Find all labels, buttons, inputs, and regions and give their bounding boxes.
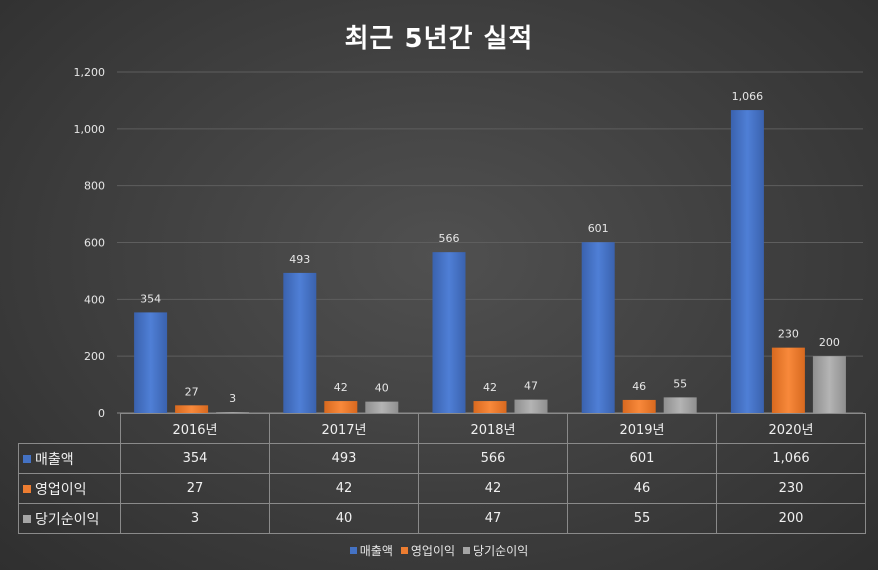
data-label: 55 (673, 377, 687, 390)
data-label: 3 (229, 392, 236, 405)
table-cell: 42 (418, 473, 568, 504)
legend: 매출액 영업이익 당기순이익 (0, 542, 878, 559)
legend-item: 영업이익 (400, 542, 455, 559)
data-label: 601 (588, 222, 609, 235)
data-label: 46 (632, 380, 646, 393)
y-tick-label: 800 (84, 180, 105, 193)
bar-operating-profit (771, 347, 805, 413)
legend-swatch (400, 547, 408, 554)
table-row: 당기순이익 3 40 47 55 200 (18, 503, 866, 534)
data-label: 1,066 (732, 90, 764, 103)
table-category-header: 2018년 (418, 413, 568, 444)
data-label: 230 (778, 328, 799, 341)
legend-swatch (463, 547, 471, 554)
y-tick-label: 1,000 (74, 123, 106, 136)
bar-net-income (216, 412, 250, 414)
table-series-header: 매출액 (18, 443, 121, 474)
data-label: 200 (819, 336, 840, 349)
bar-operating-profit (622, 399, 656, 413)
bar-revenue (134, 312, 168, 413)
bar-operating-profit (473, 401, 507, 413)
bar-revenue (283, 272, 317, 413)
bar-operating-profit (324, 401, 358, 413)
table-series-header: 영업이익 (18, 473, 121, 504)
data-label: 493 (289, 253, 310, 266)
table-cell: 47 (418, 503, 568, 534)
table-cell: 566 (418, 443, 568, 474)
y-tick-label: 1,200 (74, 66, 106, 79)
legend-item: 당기순이익 (463, 542, 528, 559)
bar-net-income (663, 397, 697, 413)
table-cell: 46 (567, 473, 717, 504)
table-category-header: 2016년 (120, 413, 270, 444)
data-label: 42 (334, 381, 348, 394)
table-row: 영업이익 27 42 42 46 230 (18, 473, 866, 504)
data-label: 27 (185, 385, 199, 398)
bar-operating-profit (175, 405, 209, 413)
series-swatch (23, 514, 31, 523)
table-cell: 200 (716, 503, 866, 534)
data-label: 354 (140, 292, 161, 305)
bar-net-income (365, 401, 399, 413)
legend-item: 매출액 (349, 542, 393, 559)
table-cell: 1,066 (716, 443, 866, 474)
bar-revenue (730, 110, 764, 413)
table-cell: 55 (567, 503, 717, 534)
table-cell: 493 (269, 443, 419, 474)
data-label: 40 (375, 382, 389, 395)
table-cell: 27 (120, 473, 270, 504)
y-tick-label: 600 (84, 237, 105, 250)
table-category-header: 2020년 (716, 413, 866, 444)
series-swatch (23, 484, 31, 493)
bar-revenue (581, 242, 615, 413)
bar-revenue (432, 252, 466, 413)
data-label: 47 (524, 380, 538, 393)
table-cell: 42 (269, 473, 419, 504)
table-category-header: 2017년 (269, 413, 419, 444)
table-category-header: 2019년 (567, 413, 717, 444)
bar-net-income (514, 399, 548, 413)
chart-title: 최근 5년간 실적 (344, 24, 534, 54)
data-table: 2016년 2017년 2018년 2019년 2020년 매출액 354 493 566 601… (18, 413, 866, 534)
series-swatch (23, 454, 31, 463)
table-cell: 601 (567, 443, 717, 474)
table-corner (18, 413, 121, 444)
table-cell: 230 (716, 473, 866, 504)
table-cell: 40 (269, 503, 419, 534)
data-label: 566 (439, 232, 460, 245)
legend-swatch (349, 547, 357, 554)
data-label: 42 (483, 381, 497, 394)
y-tick-label: 400 (84, 293, 105, 306)
y-tick-label: 200 (84, 350, 105, 363)
bar-net-income (812, 356, 846, 413)
table-row: 매출액 354 493 566 601 1,066 (18, 443, 866, 474)
table-cell: 354 (120, 443, 270, 474)
table-series-header: 당기순이익 (18, 503, 121, 534)
table-cell: 3 (120, 503, 270, 534)
